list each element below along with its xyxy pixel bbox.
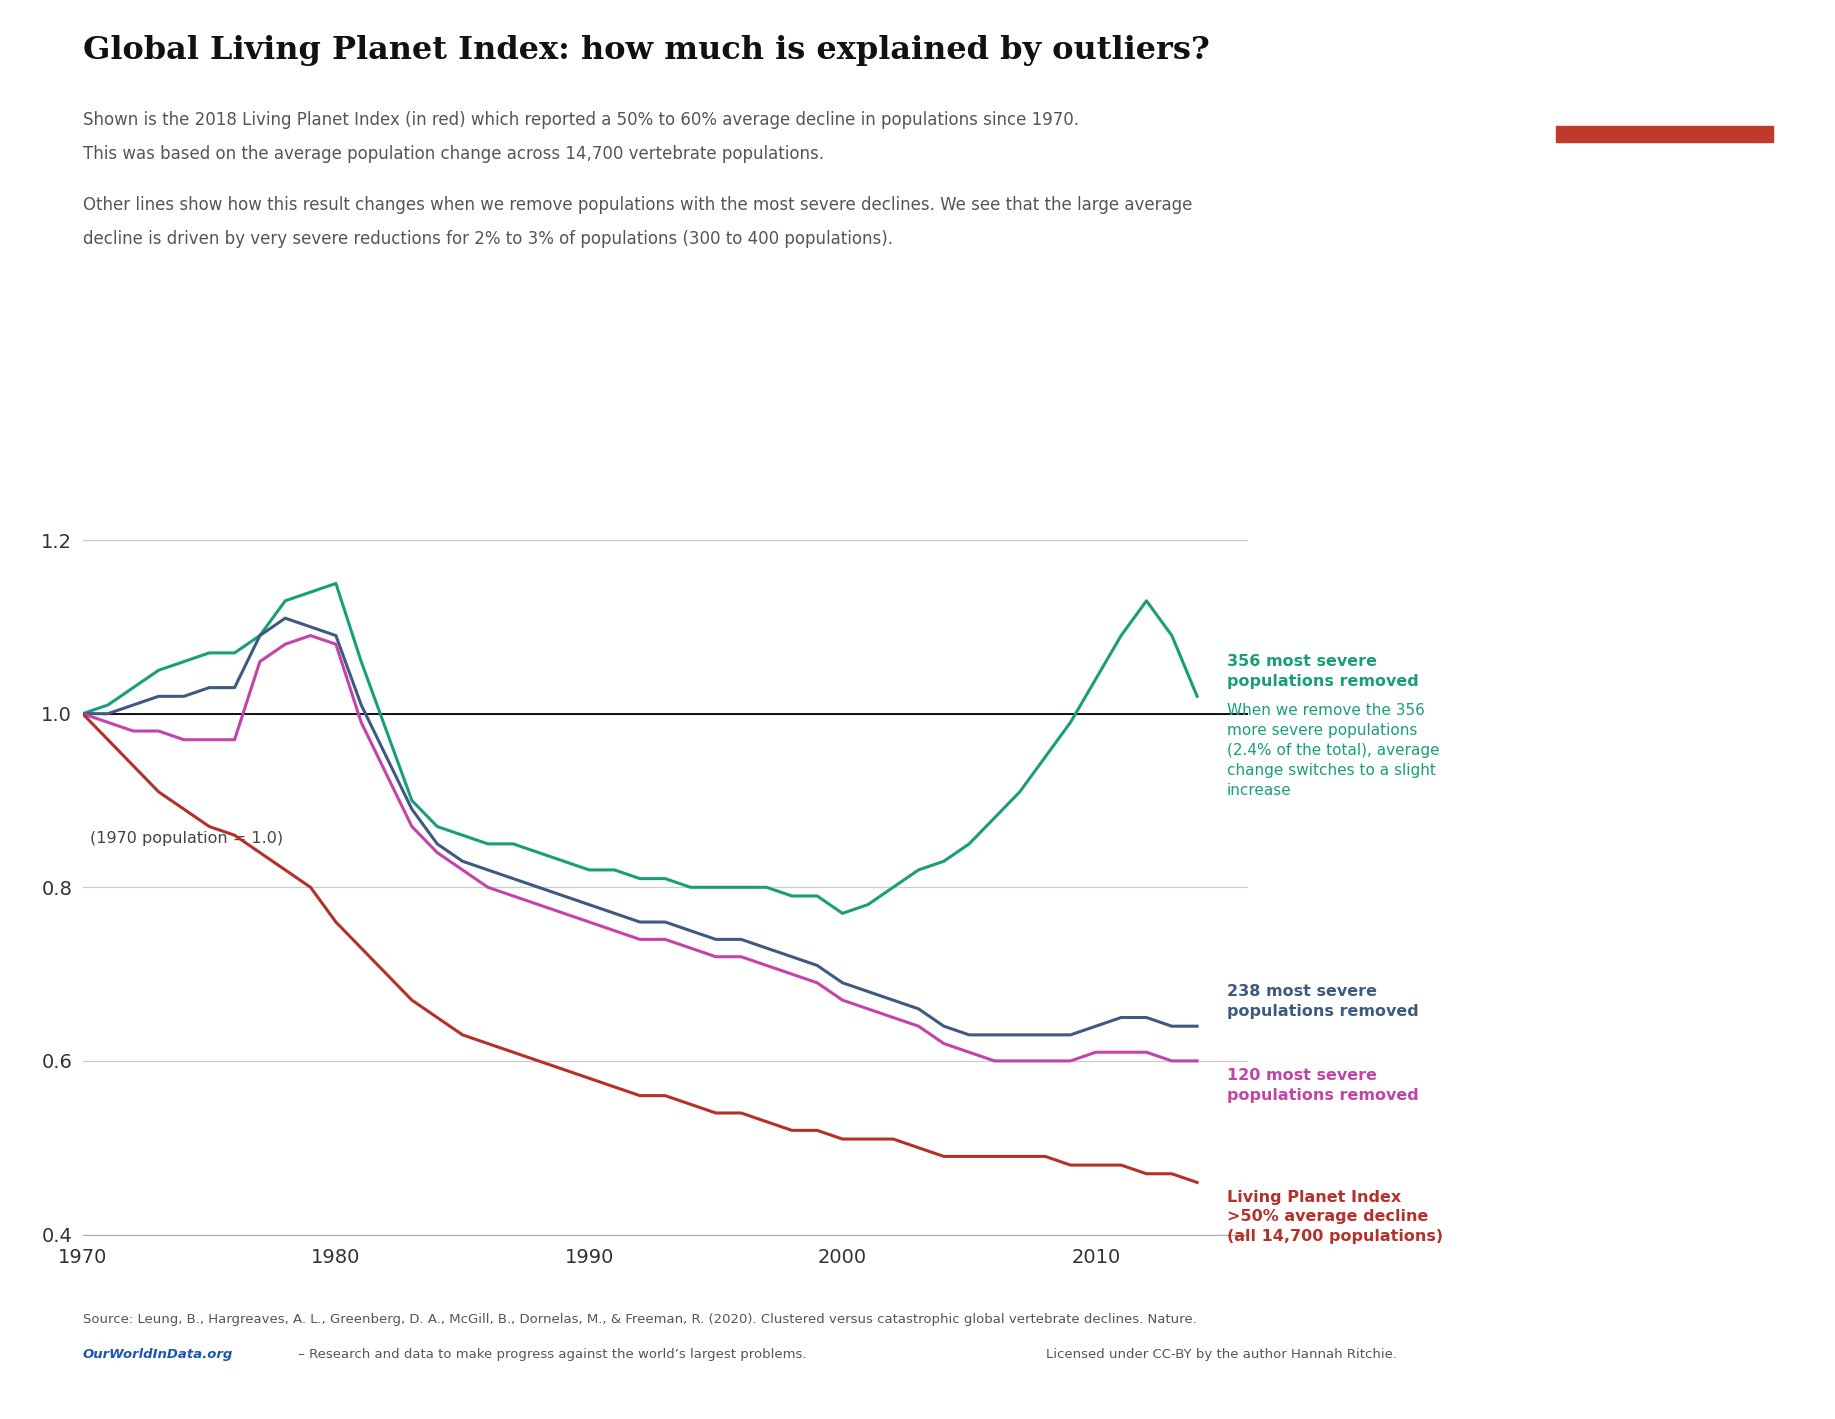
Bar	[1556, 126, 1773, 142]
Text: 356 most severe
populations removed: 356 most severe populations removed	[1228, 654, 1418, 690]
Text: 120 most severe
populations removed: 120 most severe populations removed	[1228, 1069, 1418, 1103]
Text: Shown is the 2018 Living Planet Index (in red) which reported a 50% to 60% avera: Shown is the 2018 Living Planet Index (i…	[83, 111, 1079, 129]
Text: (1970 population = 1.0): (1970 population = 1.0)	[90, 832, 283, 846]
Text: decline is driven by very severe reductions for 2% to 3% of populations (300 to : decline is driven by very severe reducti…	[83, 230, 892, 248]
Text: Licensed under CC-BY by the author Hannah Ritchie.: Licensed under CC-BY by the author Hanna…	[1046, 1348, 1396, 1361]
Text: When we remove the 356
more severe populations
(2.4% of the total), average
chan: When we remove the 356 more severe popul…	[1228, 704, 1439, 797]
Text: in Data: in Data	[1628, 88, 1701, 106]
Text: Our World: Our World	[1613, 51, 1716, 70]
Text: Other lines show how this result changes when we remove populations with the mos: Other lines show how this result changes…	[83, 196, 1193, 214]
Text: 238 most severe
populations removed: 238 most severe populations removed	[1228, 985, 1418, 1019]
Text: Global Living Planet Index: how much is explained by outliers?: Global Living Planet Index: how much is …	[83, 35, 1209, 67]
Text: Source: Leung, B., Hargreaves, A. L., Greenberg, D. A., McGill, B., Dornelas, M.: Source: Leung, B., Hargreaves, A. L., Gr…	[83, 1313, 1196, 1325]
Text: This was based on the average population change across 14,700 vertebrate populat: This was based on the average population…	[83, 145, 824, 163]
Text: OurWorldInData.org: OurWorldInData.org	[83, 1348, 233, 1361]
Text: – Research and data to make progress against the world’s largest problems.: – Research and data to make progress aga…	[294, 1348, 806, 1361]
Text: Living Planet Index
>50% average decline
(all 14,700 populations): Living Planet Index >50% average decline…	[1228, 1189, 1442, 1244]
